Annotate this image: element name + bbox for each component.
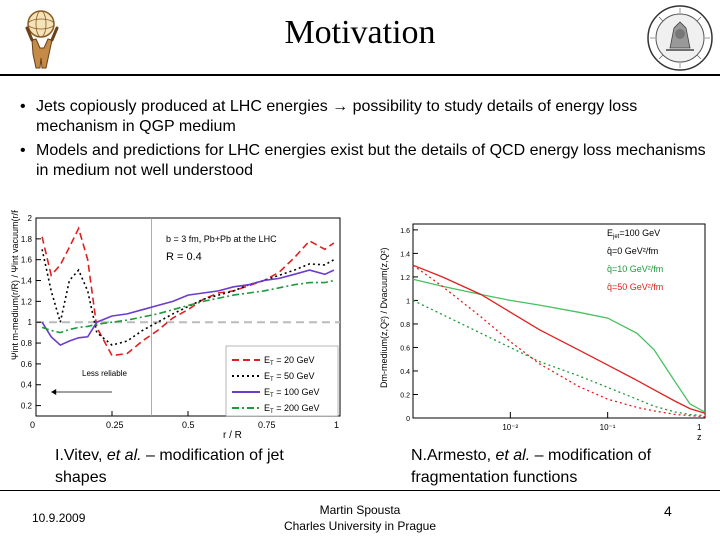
- y-tick-label: 0.6: [21, 360, 33, 369]
- x-tick-label: 0: [30, 420, 35, 430]
- legend-qhat-50: q̂=50 GeV²/fm: [607, 282, 663, 292]
- y-tick-label: 1.2: [21, 297, 33, 306]
- y-tick-label: 0.8: [21, 339, 33, 348]
- legend-qhat-0: q̂=0 GeV²/fm: [607, 246, 658, 256]
- bullet-item: • Models and predictions for LHC energies…: [18, 141, 708, 181]
- y-tick-label: 0.4: [21, 381, 33, 390]
- legend-energy: Ejet=100 GeV: [607, 228, 660, 240]
- x-tick-label: 10⁻¹: [600, 423, 616, 432]
- right-figure-caption: N.Armesto, et al. – modification of frag…: [411, 447, 652, 486]
- y-tick-label: 0.2: [400, 392, 410, 399]
- chart-legend: ET = 20 GeV ET = 50 GeV ET = 100 GeV ET = 2…: [225, 345, 339, 417]
- y-tick-label: 1.8: [21, 235, 33, 244]
- x-axis-label: r / R: [223, 430, 242, 441]
- y-tick-label: 1.4: [21, 277, 33, 286]
- x-axis-label: z: [697, 432, 702, 442]
- page-number: 4: [664, 503, 672, 519]
- y-tick-label: 0.6: [400, 345, 410, 352]
- y-tick-label: 0.8: [400, 322, 410, 329]
- x-tick-label: 0.75: [258, 420, 276, 430]
- x-tick-label: 1: [697, 423, 702, 432]
- y-axis-label: Ψint m-medium(r/R) / Ψint vacuum(r/R): [10, 210, 20, 360]
- bullet-item: • Jets copiously produced at LHC energies…: [18, 97, 708, 137]
- series-line-2: [41, 249, 335, 346]
- chart-legend: Ejet=100 GeV q̂=0 GeV²/fm q̂=10 GeV²/fm …: [607, 228, 663, 292]
- bullet-text: Models and predictions for LHC energies …: [36, 142, 706, 179]
- jet-shape-chart: Ψint m-medium(r/R) / Ψint vacuum(r/R) r …: [8, 210, 345, 442]
- y-axis-label: Dm-medium(z,Q²) / Dvacuum(z,Q²): [379, 247, 389, 388]
- bullet-text: possibility to study details of energy l…: [36, 98, 638, 135]
- university-seal: [647, 5, 713, 71]
- bullet-symbol: •: [20, 142, 26, 159]
- legend-label: ET = 50 GeV: [264, 371, 314, 383]
- y-tick-label: 0: [406, 416, 410, 423]
- title-divider: [0, 74, 720, 76]
- legend-label: ET = 100 GeV: [264, 387, 319, 399]
- bullet-text: Jets copiously produced at LHC energies: [36, 98, 333, 115]
- atlas-logo: [25, 10, 59, 69]
- legend-label: ET = 20 GeV: [264, 355, 314, 367]
- legend-label: ET = 200 GeV: [264, 403, 319, 415]
- bullet-symbol: •: [20, 98, 26, 115]
- r-label: R = 0.4: [166, 251, 202, 263]
- fragmentation-chart: Dm-medium(z,Q²) / Dvacuum(z,Q²) z 10⁻² 10…: [375, 218, 710, 446]
- footer-date: 10.9.2009: [32, 511, 86, 525]
- series-line-3: [41, 269, 335, 347]
- series-line-4: [412, 264, 706, 418]
- author-name: Martin Spousta: [319, 503, 401, 517]
- author-affiliation: Charles University in Prague: [283, 519, 437, 533]
- y-tick-label: 1.4: [400, 251, 410, 258]
- series-line-1: [41, 226, 335, 357]
- y-tick-label: 1.6: [400, 228, 410, 235]
- series-line-1: [412, 278, 706, 413]
- y-tick-label: 1.6: [21, 256, 33, 265]
- bullet-list: • Jets copiously produced at LHC energies…: [18, 97, 708, 185]
- left-figure-caption: I.Vitev, et al. – modification of jet sh…: [55, 447, 284, 486]
- figure-shape: [31, 38, 53, 69]
- y-tick-label: 0.4: [400, 369, 410, 376]
- y-tick-label: 1: [28, 318, 33, 327]
- series-line-4: [41, 279, 335, 334]
- y-tick-label: 1: [406, 298, 410, 305]
- x-tick-label: 0.25: [106, 420, 124, 430]
- less-reliable-label: Less reliable: [82, 369, 127, 378]
- x-tick-label: 10⁻²: [502, 423, 518, 432]
- y-tick-label: 2: [28, 214, 33, 223]
- y-tick-label: 0.2: [21, 402, 33, 411]
- slide-title: Motivation: [284, 14, 436, 51]
- legend-qhat-10: q̂=10 GeV²/fm: [607, 264, 663, 274]
- series-line-3: [412, 264, 706, 414]
- plot-frame: [412, 223, 706, 419]
- arrow-icon: →: [332, 98, 349, 115]
- x-tick-label: 1: [334, 420, 339, 430]
- x-tick-label: 0.5: [182, 420, 195, 430]
- y-tick-label: 1.2: [400, 275, 410, 282]
- chart-header: b = 3 fm, Pb+Pb at the LHC: [166, 234, 277, 244]
- footer-author: Martin Spousta Charles University in Pra…: [260, 502, 460, 534]
- arrowhead-icon: [51, 389, 57, 395]
- footer-divider: [0, 490, 720, 491]
